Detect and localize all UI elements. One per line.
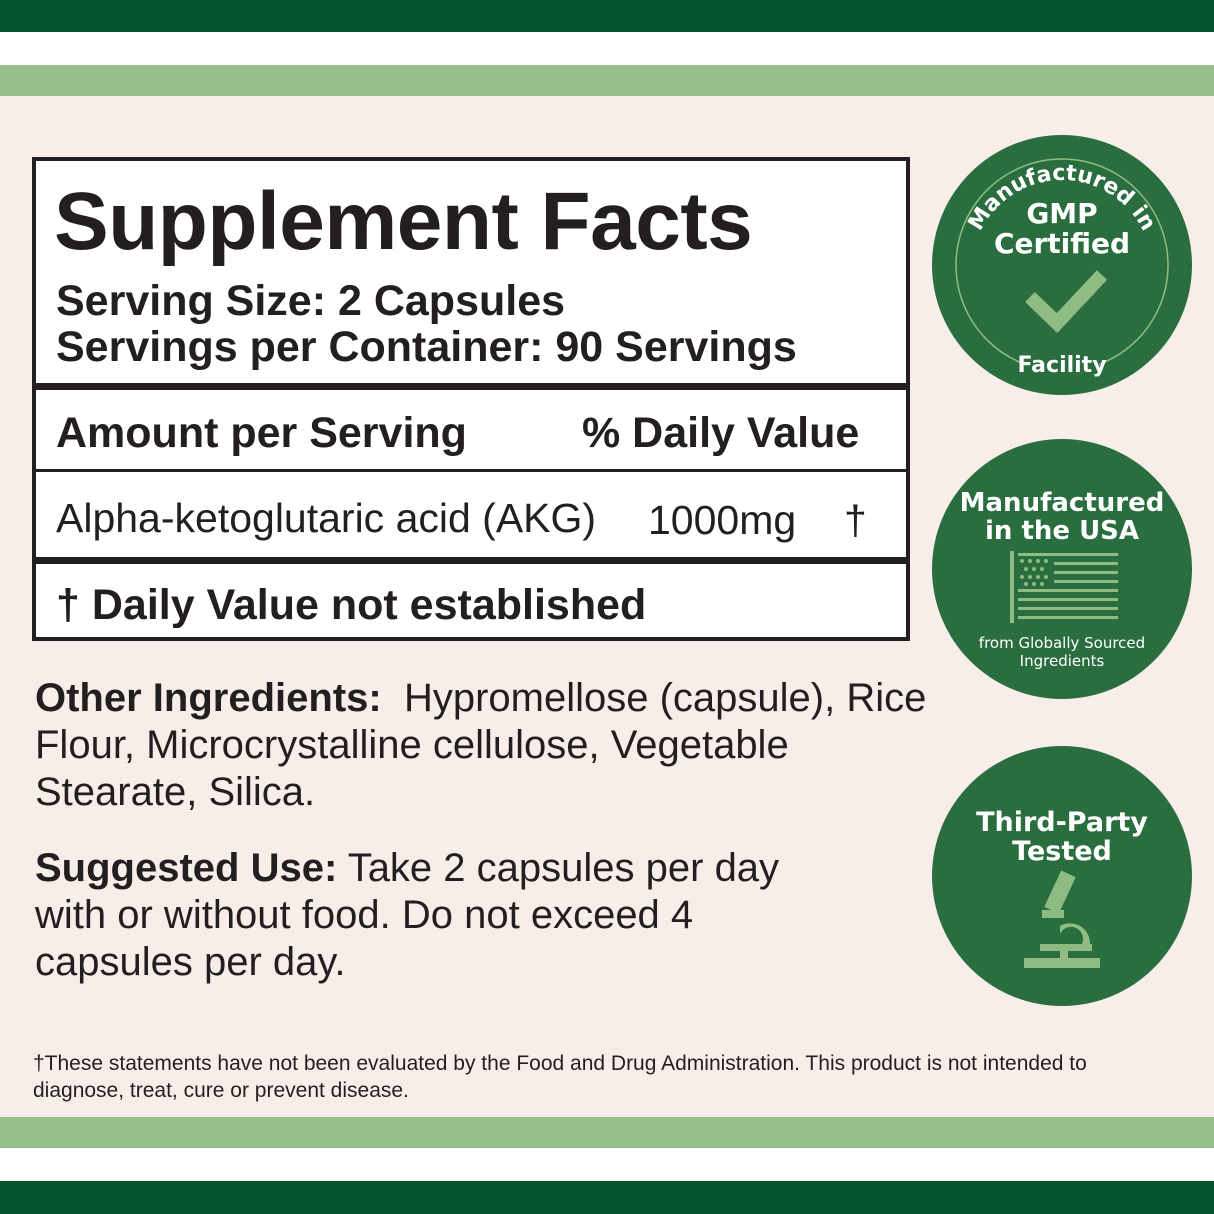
top-white-stripe	[0, 32, 1214, 65]
third-party-badge: Third-Party Tested	[932, 746, 1192, 1006]
usa-sub2: Ingredients	[1019, 652, 1105, 670]
bottom-dark-stripe	[0, 1181, 1214, 1214]
ingredient-amount: 1000mg	[648, 497, 797, 543]
us-flag-icon	[1010, 551, 1118, 623]
ingredient-name: Alpha-ketoglutaric acid (AKG)	[56, 495, 597, 541]
top-light-stripe	[0, 65, 1214, 96]
gmp-badge: Manufactured in Facility GMP Certified	[932, 135, 1192, 395]
serving-size: Serving Size: 2 Capsules	[56, 277, 566, 325]
suggested-use-text: Take 2 capsules per day with or without …	[35, 846, 780, 984]
other-ingredients-text: Hypromellose (capsule), Rice Flour, Micr…	[35, 676, 927, 814]
amount-header: Amount per Serving	[56, 409, 467, 457]
gmp-line2: Certified	[993, 227, 1131, 260]
usa-sub1: from Globally Sourced	[978, 634, 1146, 652]
top-dark-stripe	[0, 0, 1214, 32]
suggested-use-label: Suggested Use:	[35, 846, 338, 890]
tested-line2: Tested	[1012, 836, 1112, 867]
divider	[36, 469, 906, 472]
gmp-arc-bottom: Facility	[1017, 353, 1106, 378]
dv-header: % Daily Value	[582, 409, 860, 457]
usa-badge: Manufactured in the USA from Globally Sou…	[932, 439, 1192, 699]
tested-line1: Third-Party	[976, 807, 1148, 838]
gmp-line1: GMP	[1026, 197, 1098, 230]
bottom-white-stripe	[0, 1148, 1214, 1181]
divider	[36, 383, 906, 390]
facts-title: Supplement Facts	[54, 176, 753, 267]
servings-per-container: Servings per Container: 90 Servings	[56, 323, 797, 371]
suggested-use: Suggested Use: Take 2 capsules per day w…	[35, 845, 795, 986]
bottom-light-stripe	[0, 1117, 1214, 1148]
fda-disclaimer: †These statements have not been evaluate…	[33, 1052, 1087, 1102]
dv-footnote: † Daily Value not established	[56, 581, 647, 629]
other-ingredients: Other Ingredients: Hypromellose (capsule…	[35, 675, 935, 816]
ingredient-dv: †	[844, 497, 867, 543]
usa-line2: in the USA	[984, 516, 1140, 546]
other-ingredients-label: Other Ingredients:	[35, 676, 382, 720]
divider	[36, 557, 906, 564]
usa-line1: Manufactured	[959, 488, 1165, 518]
microscope-icon	[1024, 870, 1100, 968]
checkmark-icon	[1025, 270, 1108, 333]
supplement-facts-panel: Supplement Facts Serving Size: 2 Capsule…	[32, 157, 910, 641]
